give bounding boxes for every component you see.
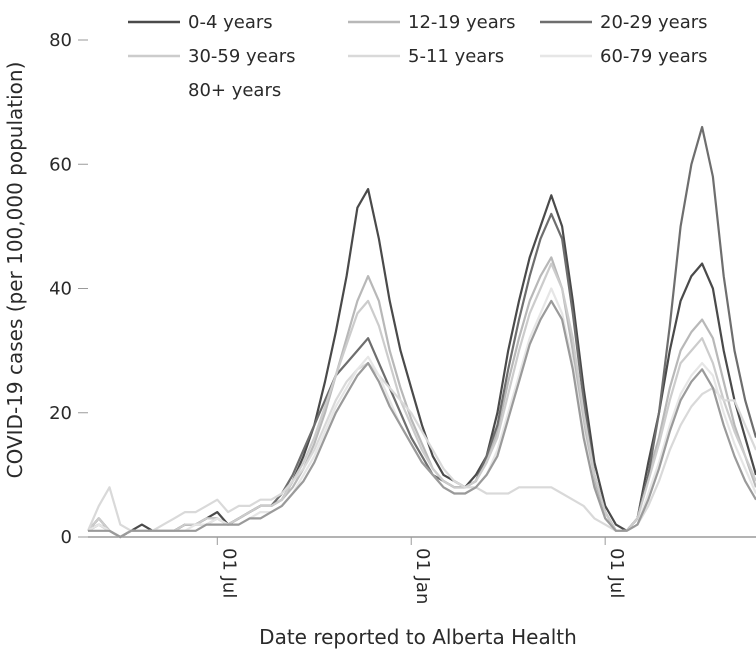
legend-label: 5-11 years <box>408 46 504 67</box>
x-tick-label: 01 Jul <box>606 548 627 598</box>
y-tick-label: 0 <box>61 527 72 548</box>
x-tick-label: 01 Jul <box>218 548 239 598</box>
x-tick-label: 01 Jan <box>412 548 433 604</box>
legend-label: 60-79 years <box>600 46 708 67</box>
series-lines <box>86 125 756 539</box>
y-tick-label: 40 <box>49 279 72 300</box>
y-axis-ticks: 0 20 40 60 80 <box>49 30 88 548</box>
series-line-30-59-years <box>87 262 756 539</box>
legend-label: 20-29 years <box>600 12 708 33</box>
y-axis-title: COVID-19 cases (per 100,000 population) <box>3 62 27 479</box>
legend-label: 80+ years <box>188 80 281 101</box>
y-tick-label: 20 <box>49 403 72 424</box>
x-axis-ticks: 01 Jul 01 Jan 01 Jul <box>216 537 627 604</box>
legend-label: 12-19 years <box>408 12 516 33</box>
y-tick-label: 80 <box>49 30 72 51</box>
series-line-60-79-years <box>87 287 756 539</box>
series-line-12-19-years <box>87 256 756 539</box>
series-line-0-4-years <box>87 188 756 539</box>
series-line-5-11-years <box>86 362 756 532</box>
y-tick-label: 60 <box>49 154 72 175</box>
x-axis-title: Date reported to Alberta Health <box>259 625 577 649</box>
legend-label: 30-59 years <box>188 46 296 67</box>
legend: 0-4 years 12-19 years 20-29 years 30-59 yea… <box>128 12 708 101</box>
series-line-80-years <box>88 299 756 539</box>
legend-label: 0-4 years <box>188 12 273 33</box>
